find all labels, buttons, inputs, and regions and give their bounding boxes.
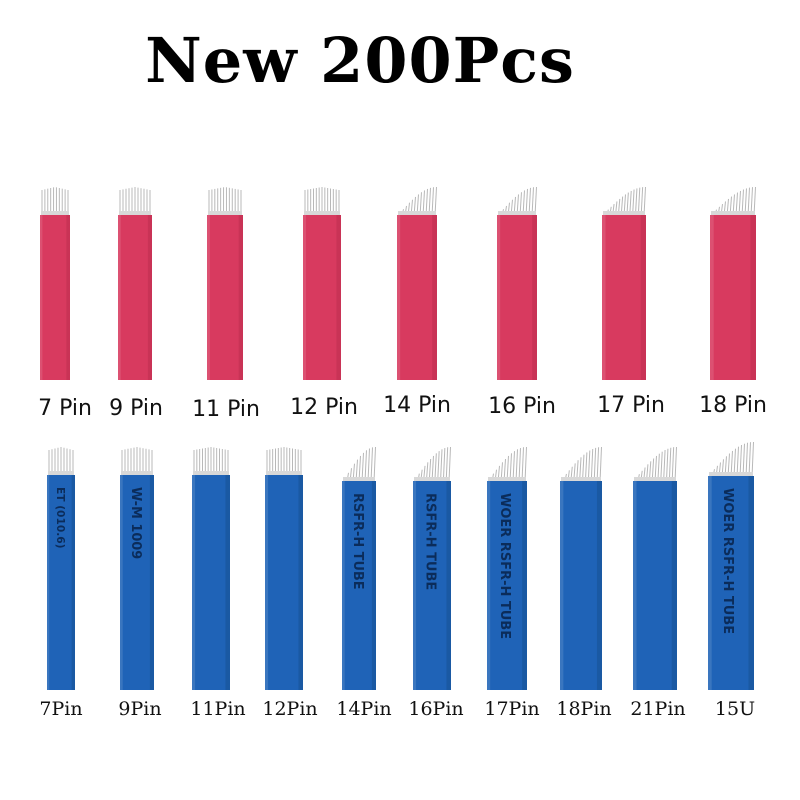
- needle-tips: [488, 446, 527, 483]
- blue-blade-graphic: [560, 446, 602, 690]
- red-blade-9-pin: [118, 185, 152, 380]
- blue-blade-7pin: ET (010.6): [47, 445, 75, 690]
- needle-tips: [634, 446, 677, 483]
- blue-blade-16pin: RSFR-H TUBE: [413, 445, 451, 690]
- blade-body: [342, 481, 376, 690]
- red-label-14-pin: 14 Pin: [383, 393, 451, 418]
- blue-label-17pin: 17Pin: [484, 698, 540, 720]
- red-blade-graphic: [397, 186, 437, 380]
- red-label-17-pin: 17 Pin: [597, 393, 665, 418]
- blue-blade-9pin: W-M 1009: [120, 445, 154, 690]
- blue-blade-11pin: [192, 445, 230, 690]
- blue-blade-21pin: [633, 445, 677, 690]
- needle-tips: [48, 447, 74, 476]
- needle-tips: [711, 186, 756, 217]
- blue-blade-graphic: [633, 446, 677, 690]
- needle-tips: [121, 447, 153, 476]
- blade-print-text: RSFR-H TUBE: [350, 493, 365, 590]
- red-blade-graphic: [118, 187, 152, 380]
- blue-blade-12pin: [265, 445, 303, 690]
- needle-tips: [119, 187, 151, 216]
- blue-blade-graphic: WOER RSFR-H TUBE: [708, 441, 754, 690]
- blue-blade-18pin: [560, 445, 602, 690]
- blue-label-12pin: 12Pin: [262, 698, 318, 720]
- red-label-11-pin: 11 Pin: [192, 397, 260, 422]
- needle-tips: [266, 447, 302, 476]
- blade-body: [120, 475, 154, 690]
- headline-title: New 200Pcs: [145, 24, 575, 97]
- blue-label-16pin: 16Pin: [408, 698, 464, 720]
- blue-blade-15u: WOER RSFR-H TUBE: [708, 440, 754, 690]
- blue-blade-graphic: RSFR-H TUBE: [413, 446, 451, 690]
- blade-body: [708, 476, 754, 690]
- red-blade-14-pin: [397, 185, 437, 380]
- blade-print-text: RSFR-H TUBE: [422, 493, 437, 590]
- blue-blade-graphic: [265, 447, 303, 690]
- blue-label-21pin: 21Pin: [630, 698, 686, 720]
- blue-blade-graphic: [192, 447, 230, 690]
- needle-tips: [709, 441, 754, 478]
- blade-body: [633, 481, 677, 690]
- red-blade-graphic: [497, 186, 537, 380]
- blue-blade-graphic: ET (010.6): [47, 447, 75, 690]
- blade-print-text: W-M 1009: [128, 487, 143, 559]
- blue-blade-14pin: RSFR-H TUBE: [342, 445, 376, 690]
- blue-label-7pin: 7Pin: [39, 698, 83, 720]
- blade-body: [560, 481, 602, 690]
- red-blade-graphic: [40, 187, 70, 380]
- blade-print-text: WOER RSFR-H TUBE: [720, 488, 735, 634]
- needle-tips: [208, 187, 242, 216]
- blue-blade-17pin: WOER RSFR-H TUBE: [487, 445, 527, 690]
- blade-body: [207, 215, 243, 380]
- needle-tips: [304, 187, 340, 216]
- blade-body: [710, 215, 756, 380]
- blade-body: [265, 475, 303, 690]
- red-blade-graphic: [207, 187, 243, 380]
- blade-body: [118, 215, 152, 380]
- red-blade-18-pin: [710, 185, 756, 380]
- blade-body: [47, 475, 75, 690]
- blue-label-11pin: 11Pin: [190, 698, 246, 720]
- red-label-12-pin: 12 Pin: [290, 395, 358, 420]
- red-blade-graphic: [710, 186, 756, 380]
- blue-label-9pin: 9Pin: [118, 698, 162, 720]
- needle-tips: [343, 446, 376, 483]
- needle-tips: [561, 446, 602, 483]
- needle-tips: [603, 186, 646, 217]
- red-label-18-pin: 18 Pin: [699, 393, 767, 418]
- red-label-7-pin: 7 Pin: [38, 396, 92, 421]
- needle-tips: [41, 187, 69, 216]
- blade-body: [397, 215, 437, 380]
- red-blade-16-pin: [497, 185, 537, 380]
- red-blade-12-pin: [303, 185, 341, 380]
- needle-tips: [414, 446, 451, 483]
- red-blade-17-pin: [602, 185, 646, 380]
- blue-blade-graphic: WOER RSFR-H TUBE: [487, 446, 527, 690]
- blue-label-18pin: 18Pin: [556, 698, 612, 720]
- needle-tips: [398, 186, 437, 217]
- red-label-16-pin: 16 Pin: [488, 394, 556, 419]
- blue-blade-graphic: RSFR-H TUBE: [342, 446, 376, 690]
- needle-tips: [193, 447, 229, 476]
- blade-body: [602, 215, 646, 380]
- red-blade-11-pin: [207, 185, 243, 380]
- blade-body: [497, 215, 537, 380]
- red-blade-7-pin: [40, 185, 70, 380]
- blade-print-text: ET (010.6): [54, 487, 67, 549]
- needle-tips: [498, 186, 537, 217]
- red-blade-graphic: [602, 186, 646, 380]
- blade-body: [303, 215, 341, 380]
- blade-body: [40, 215, 70, 380]
- blue-blade-graphic: W-M 1009: [120, 447, 154, 690]
- blade-body: [487, 481, 527, 690]
- blue-label-15u: 15U: [714, 698, 756, 720]
- blade-print-text: WOER RSFR-H TUBE: [497, 493, 512, 639]
- red-blade-graphic: [303, 187, 341, 380]
- red-label-9-pin: 9 Pin: [109, 396, 163, 421]
- blade-body: [413, 481, 451, 690]
- blade-body: [192, 475, 230, 690]
- blue-label-14pin: 14Pin: [336, 698, 392, 720]
